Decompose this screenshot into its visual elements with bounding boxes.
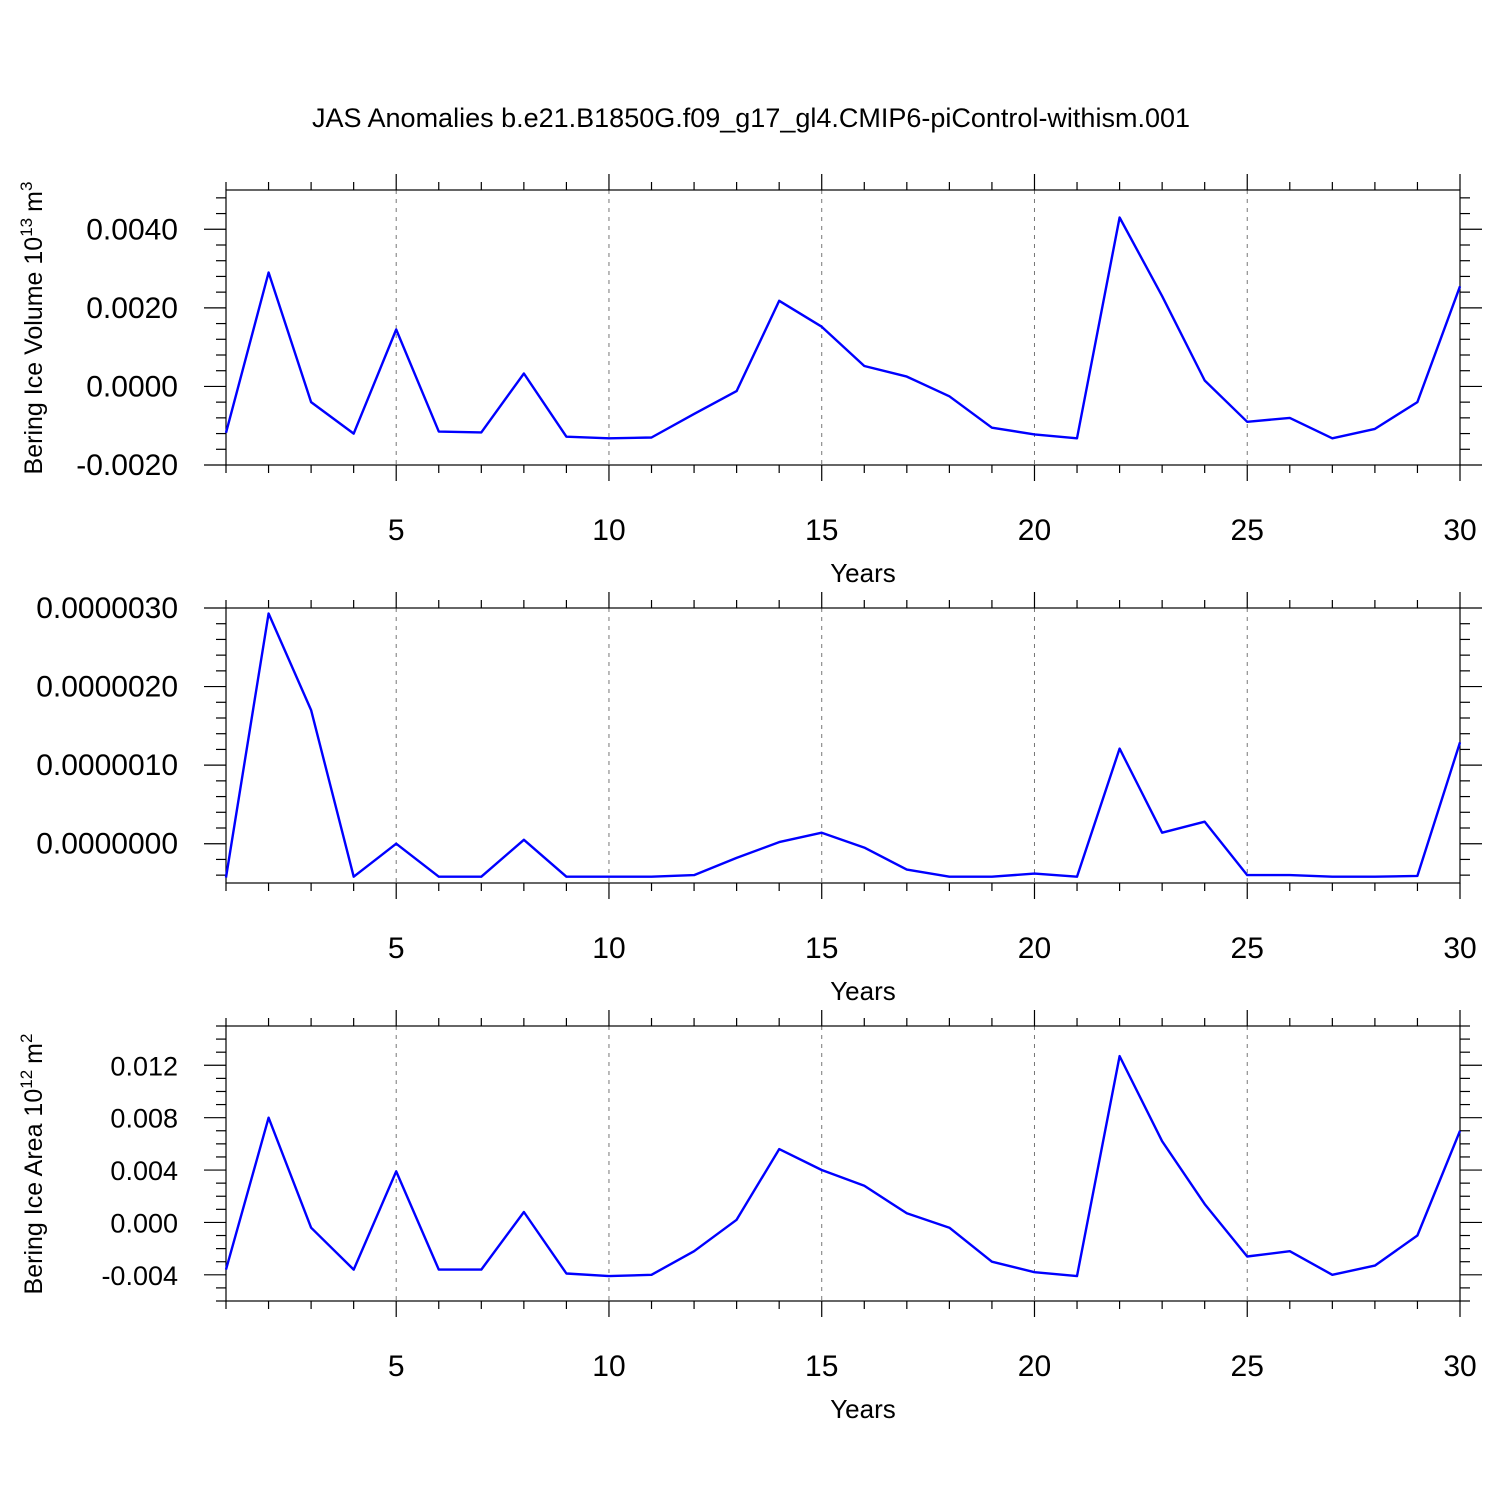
x-tick-label: 15 [805, 514, 838, 547]
x-tick-label: 20 [1018, 1350, 1051, 1383]
panel-1: 5 10 15 20 25 30 Years -0.0020 0.0000 0.0020 0.004… [17, 174, 1482, 588]
plot-frame [225, 189, 1461, 466]
series-line [224, 216, 1462, 440]
x-tick-label: 15 [805, 932, 838, 965]
series-line [224, 612, 1462, 878]
y-tick-label: 0.0000030 [36, 592, 178, 625]
y-tick-label: 0.0000000 [36, 828, 178, 861]
x-axis-label: Years [830, 558, 896, 588]
panel-2: 5 10 15 20 25 30 Years 0.0000000 0.0000010 0.0000… [36, 592, 1482, 1006]
x-tick-label: 5 [388, 1350, 405, 1383]
x-tick-label: 10 [592, 1350, 625, 1383]
y-tick-label: 0.0000020 [36, 671, 178, 704]
series-line [224, 1054, 1462, 1278]
x-axis-label: Years [830, 976, 896, 1006]
y-tick-label: 0.0000 [86, 370, 178, 403]
x-tick-label: 20 [1018, 932, 1051, 965]
x-tick-label: 10 [592, 932, 625, 965]
x-tick-label: 10 [592, 514, 625, 547]
x-tick-label: 25 [1231, 1350, 1264, 1383]
y-axis-label: Bering Ice Volume 1013m3 [17, 182, 48, 475]
x-tick-label: 30 [1443, 932, 1476, 965]
y-tick-label: -0.0020 [76, 449, 178, 482]
x-tick-label: 25 [1231, 932, 1264, 965]
plot-frame [225, 1025, 1461, 1302]
y-tick-label: 0.008 [110, 1104, 178, 1134]
y-tick-label: 0.004 [110, 1156, 178, 1186]
x-tick-label: 5 [388, 514, 405, 547]
y-tick-label: 0.0040 [86, 213, 178, 246]
x-tick-label: 20 [1018, 514, 1051, 547]
x-tick-label: 30 [1443, 1350, 1476, 1383]
y-tick-label: 0.0000010 [36, 749, 178, 782]
chart-title: JAS Anomalies b.e21.B1850G.f09_g17_gl4.C… [312, 103, 1190, 133]
x-tick-label: 5 [388, 932, 405, 965]
x-tick-label: 30 [1443, 514, 1476, 547]
chart-panels: 5 10 15 20 25 30 Years -0.0020 0.0000 0.0020 0.004… [17, 174, 1482, 1424]
y-tick-label: 0.012 [110, 1051, 178, 1081]
y-tick-label: -0.004 [101, 1261, 178, 1291]
x-axis-label: Years [830, 1394, 896, 1424]
x-tick-label: 15 [805, 1350, 838, 1383]
y-tick-label: 0.0020 [86, 292, 178, 325]
y-tick-label: 0.000 [110, 1208, 178, 1238]
panel-3: 5 10 15 20 25 30 Years -0.004 0.000 0.004 0.008 0.0… [17, 1010, 1482, 1424]
x-tick-label: 25 [1231, 514, 1264, 547]
y-axis-label: Bering Ice Area 1012m2 [17, 1034, 48, 1295]
